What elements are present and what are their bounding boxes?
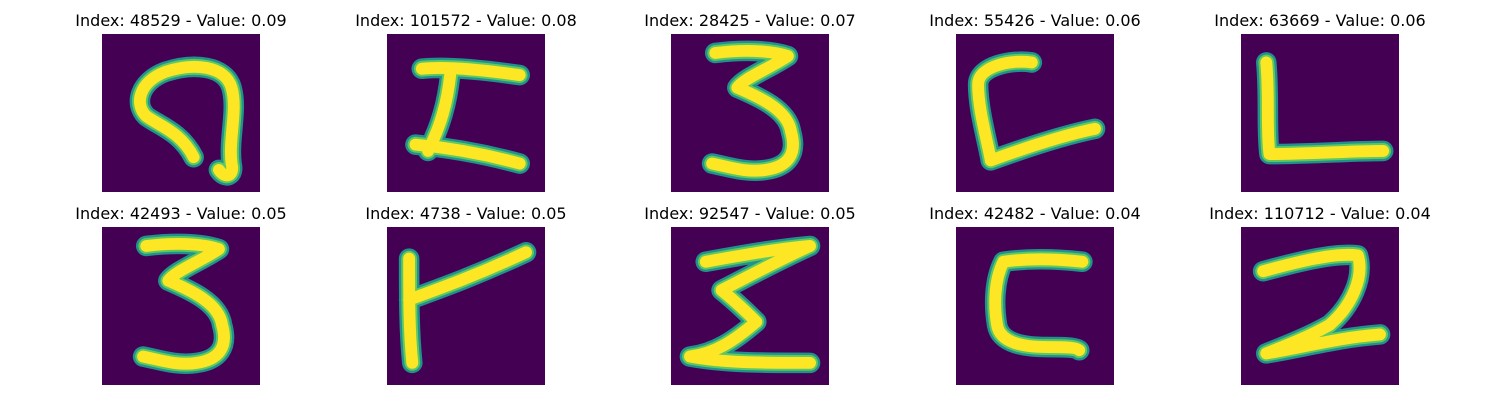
handwritten-glyph-image	[956, 34, 1114, 192]
handwritten-glyph-image	[671, 227, 829, 385]
panel-title: Index: 55426 - Value: 0.06	[929, 11, 1141, 30]
stroke-core	[134, 61, 240, 182]
flag-shape	[387, 227, 545, 385]
stroke-core	[1260, 56, 1390, 161]
handwritten-glyph-image	[1241, 34, 1399, 192]
stroke-core	[1257, 248, 1386, 360]
handwritten-glyph-image	[956, 227, 1114, 385]
hook-9-shape	[102, 34, 260, 192]
handwritten-glyph-image	[1241, 227, 1399, 385]
handwritten-glyph-image	[387, 227, 545, 385]
three-shape	[102, 227, 260, 385]
handwritten-glyph-image	[387, 34, 545, 192]
two-shape	[1241, 227, 1399, 385]
sigma-shape	[671, 227, 829, 385]
stroke-core	[706, 44, 799, 177]
handwritten-glyph-image	[671, 34, 829, 192]
stroke-core	[403, 246, 532, 369]
panel-title: Index: 63669 - Value: 0.06	[1214, 11, 1426, 30]
three-shape	[671, 34, 829, 192]
panel-title: Index: 92547 - Value: 0.05	[644, 204, 856, 223]
c-bracket-shape	[956, 227, 1114, 385]
panel-title: Index: 28425 - Value: 0.07	[644, 11, 856, 30]
panel-title: Index: 42482 - Value: 0.04	[929, 204, 1141, 223]
stroke-core	[972, 55, 1101, 167]
i-beam-shape	[387, 34, 545, 192]
handwritten-glyph-image	[102, 34, 260, 192]
stroke-core	[989, 253, 1089, 357]
handwritten-glyph-image	[102, 227, 260, 385]
panel-title: Index: 48529 - Value: 0.09	[75, 11, 287, 30]
panel-title: Index: 42493 - Value: 0.05	[75, 204, 287, 223]
panel-title: Index: 110712 - Value: 0.04	[1209, 204, 1431, 223]
panel-title: Index: 101572 - Value: 0.08	[355, 11, 577, 30]
panel-title: Index: 4738 - Value: 0.05	[365, 204, 567, 223]
stroke-core	[137, 237, 230, 370]
slanted-l-shape	[956, 34, 1114, 192]
l-shape	[1241, 34, 1399, 192]
stroke-core	[409, 61, 526, 170]
stroke-core	[684, 240, 816, 369]
